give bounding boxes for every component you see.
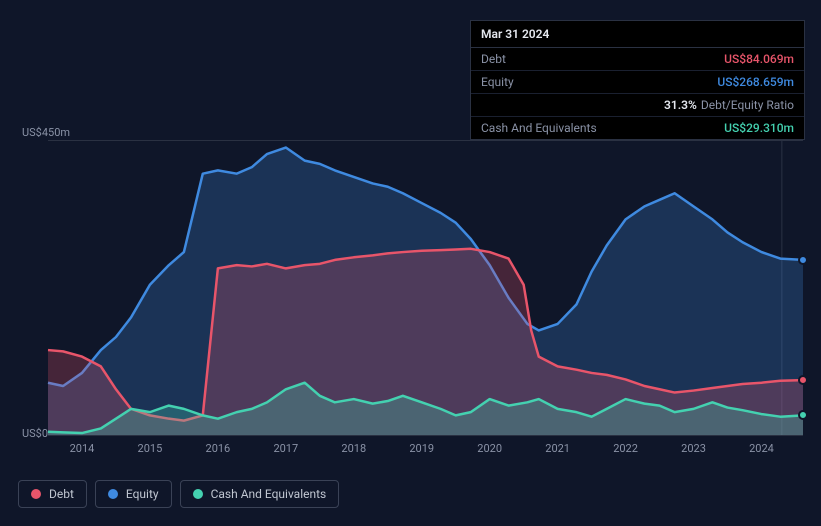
tooltip-row: Cash And EquivalentsUS$29.310m xyxy=(471,117,804,139)
series-end-marker xyxy=(798,375,808,385)
tooltip-row-label: Cash And Equivalents xyxy=(481,121,724,135)
legend-swatch xyxy=(108,489,118,499)
x-axis-year-label: 2021 xyxy=(545,442,570,455)
x-axis-year-label: 2024 xyxy=(749,442,774,455)
legend-swatch xyxy=(31,489,41,499)
legend-item[interactable]: Equity xyxy=(95,480,172,508)
series-end-marker xyxy=(798,255,808,265)
x-axis-year-label: 2023 xyxy=(681,442,706,455)
x-axis-year-label: 2018 xyxy=(341,442,366,455)
tooltip-row-value: US$268.659m xyxy=(717,75,794,89)
x-axis-year-label: 2020 xyxy=(477,442,502,455)
x-axis-year-label: 2015 xyxy=(138,442,163,455)
chart-plot-area[interactable] xyxy=(48,140,803,436)
chart-container: US$450m US$0 2014 2015 2016 2017 2018 2019 202… xyxy=(18,120,803,466)
tooltip-row-label: Debt xyxy=(481,52,724,66)
legend-label: Debt xyxy=(49,487,74,501)
x-axis-year-label: 2022 xyxy=(613,442,638,455)
y-axis-max-label: US$450m xyxy=(22,126,70,139)
x-axis-year-label: 2014 xyxy=(70,442,95,455)
legend-swatch xyxy=(193,489,203,499)
legend-label: Cash And Equivalents xyxy=(211,487,327,501)
legend-item[interactable]: Cash And Equivalents xyxy=(180,480,340,508)
tooltip-row: DebtUS$84.069m xyxy=(471,48,804,71)
chart-svg xyxy=(48,141,803,435)
x-axis-year-label: 2017 xyxy=(273,442,298,455)
tooltip-date: Mar 31 2024 xyxy=(471,21,804,48)
x-axis-year-label: 2019 xyxy=(409,442,434,455)
tooltip-row: 31.3%Debt/Equity Ratio xyxy=(471,94,804,117)
tooltip-row-value: US$29.310m xyxy=(724,121,794,135)
series-end-marker xyxy=(798,410,808,420)
chart-tooltip: Mar 31 2024 DebtUS$84.069mEquityUS$268.6… xyxy=(470,20,805,140)
tooltip-row-label xyxy=(481,98,664,112)
y-axis-min-label: US$0 xyxy=(22,427,48,440)
x-axis-year-label: 2016 xyxy=(206,442,231,455)
tooltip-row: EquityUS$268.659m xyxy=(471,71,804,94)
tooltip-row-label: Equity xyxy=(481,75,717,89)
chart-legend: Debt Equity Cash And Equivalents xyxy=(18,480,339,508)
legend-label: Equity xyxy=(126,487,159,501)
tooltip-ratio: 31.3%Debt/Equity Ratio xyxy=(664,98,794,112)
x-axis-labels: 2014 2015 2016 2017 2018 2019 2020 2021 2022 2023… xyxy=(48,442,803,458)
tooltip-row-value: US$84.069m xyxy=(724,52,794,66)
legend-item[interactable]: Debt xyxy=(18,480,87,508)
